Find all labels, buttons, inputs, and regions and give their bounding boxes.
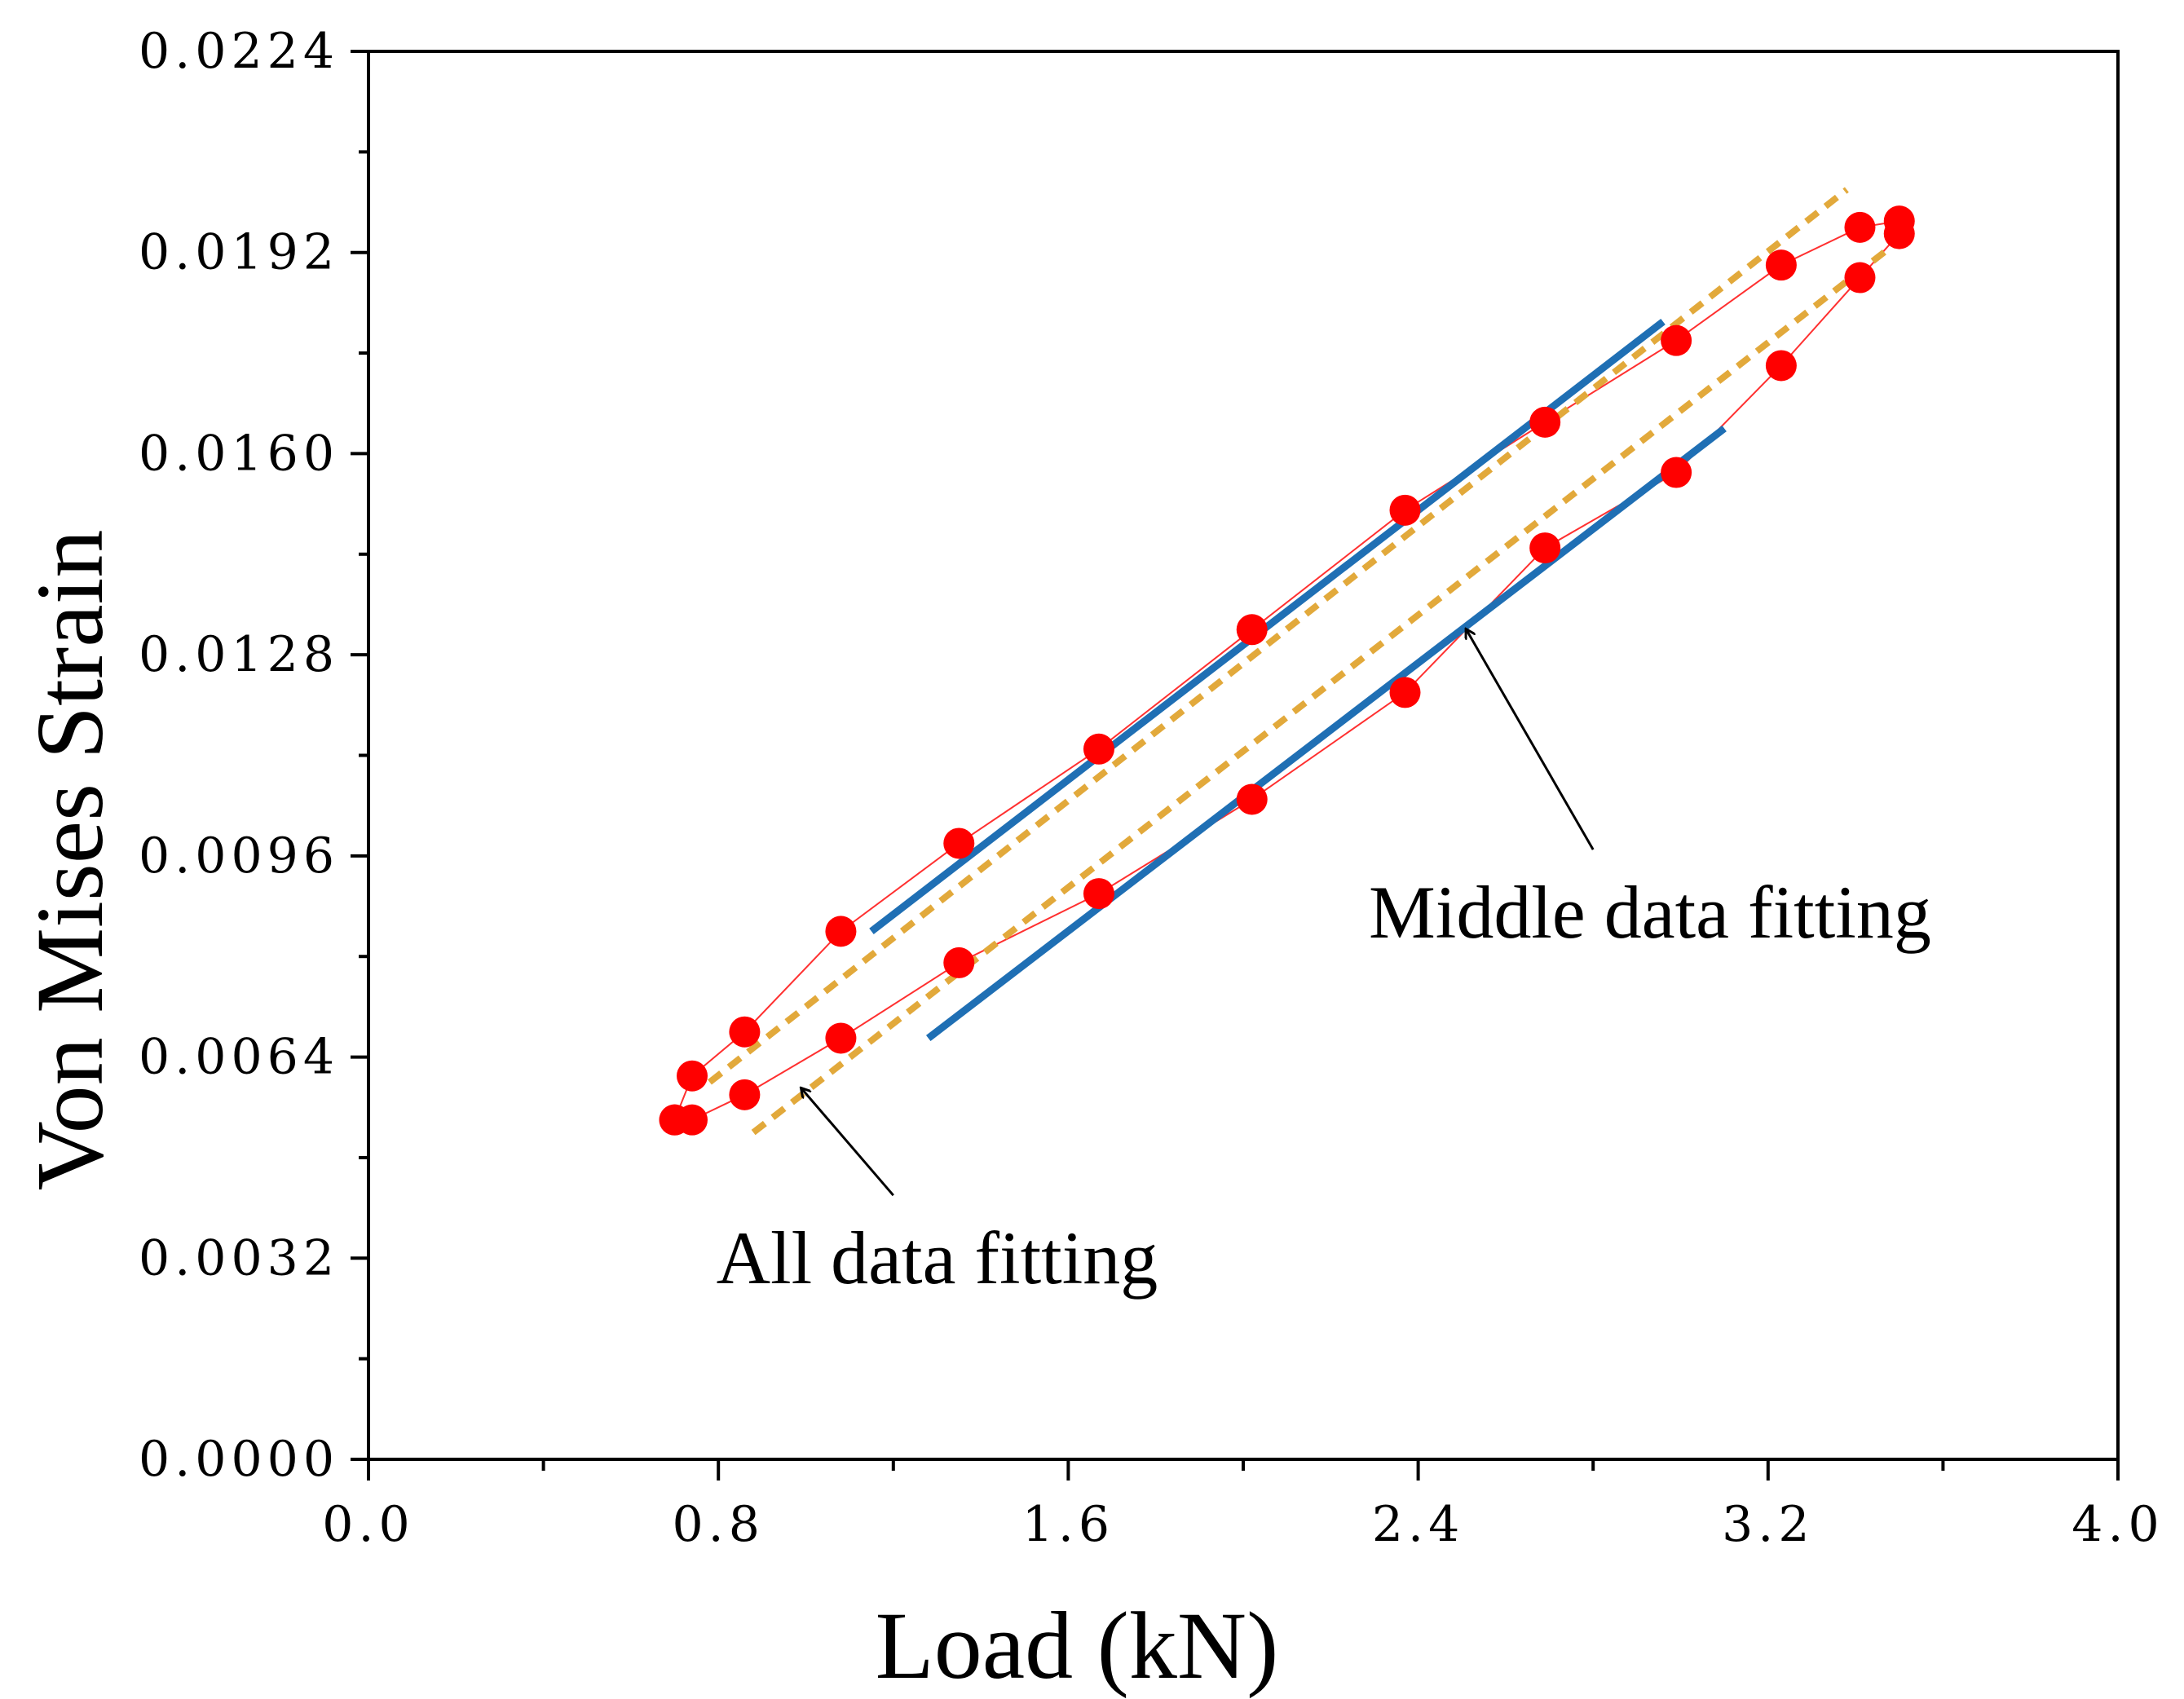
data-point	[1236, 783, 1268, 815]
all-fit-line-upper	[708, 187, 1849, 1085]
y-tick-label: 0.0064	[139, 1029, 339, 1086]
data-point	[1844, 262, 1876, 293]
y-axis: 0.0000 0.0032 0.0064 0.0096 0.0128 0.0160 0.01…	[139, 23, 368, 1488]
y-tick-label: 0.0192	[139, 224, 339, 281]
y-tick-label: 0.0096	[139, 827, 339, 885]
data-point	[825, 916, 857, 947]
data-point	[943, 947, 975, 978]
x-tick-label: 2.4	[1372, 1496, 1464, 1553]
y-tick-label: 0.0000	[139, 1431, 339, 1488]
middle-data-fitting-label: Middle data fitting	[1369, 871, 1931, 954]
x-tick-label: 4.0	[2071, 1496, 2164, 1553]
middle-data-fitting-arrow	[1467, 629, 1595, 850]
series-layer	[659, 187, 1915, 1136]
data-point	[1661, 457, 1692, 488]
x-tick-label: 0.0	[322, 1496, 414, 1553]
data-point	[1389, 494, 1421, 526]
y-tick-label: 0.0032	[139, 1229, 339, 1286]
all-data-fitting-label: All data fitting	[717, 1216, 1158, 1300]
data-point	[1883, 218, 1915, 249]
x-axis-title: Load (kN)	[876, 1592, 1279, 1699]
data-point	[729, 1079, 761, 1110]
data-point	[1236, 614, 1268, 646]
data-point	[1529, 406, 1561, 438]
data-connect-line	[673, 219, 1900, 1121]
data-point	[943, 827, 975, 859]
data-point	[1765, 249, 1797, 281]
plot-area-border	[367, 50, 2120, 1461]
y-tick-label: 0.0160	[139, 425, 339, 482]
data-point	[1083, 878, 1114, 910]
data-point	[1661, 324, 1692, 356]
y-tick-label: 0.0224	[139, 23, 339, 80]
x-tick-label: 1.6	[1022, 1496, 1114, 1553]
data-point	[1389, 677, 1421, 708]
data-point	[659, 1104, 690, 1136]
y-axis-title: Von Mises Strain	[16, 530, 123, 1191]
x-tick-label: 0.8	[672, 1496, 764, 1553]
data-point	[1529, 532, 1561, 564]
data-point	[1083, 733, 1114, 765]
data-point	[1765, 350, 1797, 382]
y-tick-label: 0.0128	[139, 626, 339, 683]
x-axis: 0.0 0.8 1.6 2.4 3.2 4.0	[322, 1459, 2164, 1553]
all-data-fitting-arrow	[801, 1088, 894, 1197]
x-tick-label: 3.2	[1722, 1496, 1814, 1553]
data-point	[729, 1016, 761, 1048]
data-point	[677, 1060, 708, 1092]
middle-fit-line-lower	[925, 426, 1727, 1042]
plot-frame	[367, 50, 2120, 1461]
all-fit-line-lower	[751, 231, 1910, 1136]
data-point	[825, 1022, 857, 1054]
annotation-layer: All data fitting Middle data fitting	[717, 629, 1931, 1300]
data-point	[1844, 211, 1876, 243]
